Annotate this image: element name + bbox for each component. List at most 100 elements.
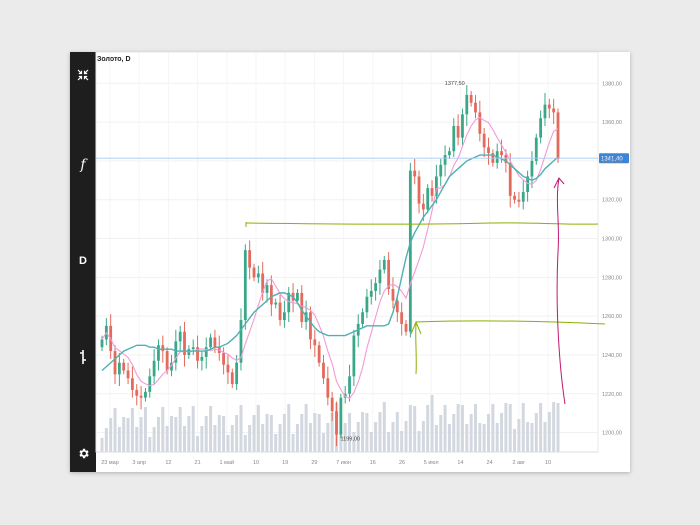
candle-body [191,347,195,350]
x-tick-label: 29 [311,460,317,466]
candle-body [556,112,560,159]
candle-body [400,312,404,324]
volume-bar [500,413,504,452]
volume-bar [100,438,104,452]
volume-bar [317,414,321,452]
function-icon[interactable]: f [80,157,86,173]
volume-bar [417,431,421,452]
volume-bar [526,422,530,452]
volume-bar [165,426,169,452]
volume-bar [330,413,334,452]
volume-bar [495,423,499,452]
candle-body [161,345,165,352]
volume-bar [413,406,417,452]
candle-body [421,203,425,210]
price-tag-label: 1341,40 [601,157,623,163]
candle-body [378,269,382,284]
volume-bar [421,421,425,452]
candle-body [178,331,182,342]
candle-body [317,345,321,363]
volume-bar [452,414,456,452]
candle-body [287,292,291,313]
volume-bar [196,436,200,452]
candle-body [408,170,412,332]
y-tick-label: 1280,00 [602,275,622,281]
volume-bar [226,435,230,452]
volume-bar [117,427,121,452]
volume-bar [161,407,165,452]
ma-fast-line [101,116,559,400]
candle-body [239,320,243,363]
candle-body [131,378,134,390]
candle-body [478,112,482,134]
candle-body [534,137,538,161]
volume-bar [460,405,464,452]
candle-body [165,351,169,371]
x-tick-label: 26 [399,460,405,466]
candle-body [326,378,330,398]
volume-bar [252,415,256,452]
volume-bar [443,405,447,452]
high-label: 1377,50 [445,81,465,87]
candle-body [183,331,186,355]
volume-bar [300,414,304,452]
candle-body [474,102,477,113]
green-arrow [410,320,422,375]
candle-body [404,323,408,332]
volume-bar [552,402,556,452]
candle-body [365,296,369,313]
volume-bar [478,423,482,452]
volume-bar [295,424,299,452]
volume-bar [365,413,369,452]
x-tick-label: 23 мар [101,460,119,466]
volume-bar [113,408,117,452]
candle-body [517,199,521,202]
candle-body [413,170,417,177]
candle-body [335,411,338,435]
settings-icon[interactable] [70,440,96,466]
volume-bar [491,404,495,452]
candle-body [248,250,252,268]
candle-body [313,339,317,346]
candle-body [157,345,160,361]
chart-canvas[interactable]: 1341,40 1377,50 1199,00 1200,00 1220,00 1240… [70,52,630,472]
candle-body [196,347,199,361]
candle-body [126,370,130,379]
candle-body [539,118,543,138]
volume-bar [130,408,134,452]
y-tick-label: 1240,00 [602,353,622,359]
candle-body [348,376,351,394]
x-tick-label: 7 июн [336,460,351,466]
volume-bar [539,403,543,452]
candle-body [226,364,230,373]
x-tick-label: 10 [545,460,551,466]
volume-bar [122,417,126,452]
volume-bar [439,415,443,452]
volume-bar [487,414,491,452]
candle-body [448,151,451,156]
candle-body [152,360,156,377]
collapse-icon[interactable] [70,62,96,88]
volume-bar [191,406,195,452]
volume-bar [178,407,182,452]
volume-bar [156,417,160,452]
y-tick-label: 1300,00 [602,237,622,243]
candle-body [456,125,460,138]
interval-button[interactable]: D [79,255,87,267]
volume-bar [369,432,373,452]
candle-style-icon[interactable] [70,344,96,370]
y-tick-label: 1320,00 [602,198,622,204]
candle-body [504,155,508,163]
volume-bar [391,422,395,452]
chart-title: Золото, D [97,56,131,63]
candle-body [330,397,334,412]
candle-body [174,341,178,363]
volume-bar [217,415,221,452]
x-tick-label: 19 [282,460,288,466]
volume-bar [143,407,147,452]
candle-body [439,164,443,177]
volume-bar [352,432,356,452]
volume-bar [287,404,291,452]
volume-bar [426,405,430,452]
candle-body [361,312,364,324]
